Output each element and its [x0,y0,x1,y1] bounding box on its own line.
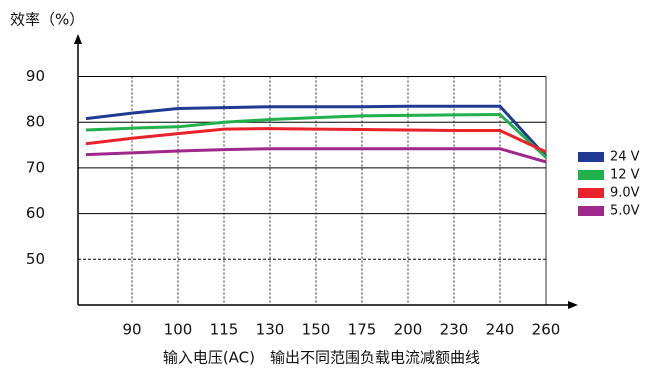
x-axis-label: 输入电压(AC) [163,349,255,367]
y-tick-label: 50 [26,250,45,268]
x-tick-label: 115 [210,321,239,339]
y-arrow [74,34,82,44]
series-line [85,127,547,154]
x-tick-label: 150 [302,321,331,339]
x-tick-label: 100 [164,321,193,339]
caption: 输出不同范围负载电流减额曲线 [270,349,480,367]
y-tick-label: 60 [26,204,45,222]
series-line [85,112,548,159]
x-tick-label: 240 [486,321,515,339]
y-tick-label: 70 [26,158,45,176]
y-tick-label: 80 [26,113,45,131]
x-tick-label: 230 [440,321,469,339]
series-line [85,104,548,158]
legend-swatch [578,188,604,198]
x-tick-label: 90 [122,321,141,339]
y-tick-label: 90 [26,67,45,85]
x-arrow [568,301,578,309]
x-tick-label: 130 [256,321,285,339]
legend-label: 24 V [610,150,640,165]
x-tick-label: 200 [394,321,423,339]
legend-swatch [578,206,604,216]
legend-label: 9.0V [610,186,640,201]
chart-title: 效率（%） [10,11,84,29]
legend-label: 5.0V [610,204,640,219]
legend-swatch [578,152,604,162]
legend-swatch [578,170,604,180]
legend-label: 12 V [610,168,640,183]
x-tick-label: 260 [532,321,561,339]
x-tick-label: 175 [348,321,377,339]
series-line [85,147,547,164]
